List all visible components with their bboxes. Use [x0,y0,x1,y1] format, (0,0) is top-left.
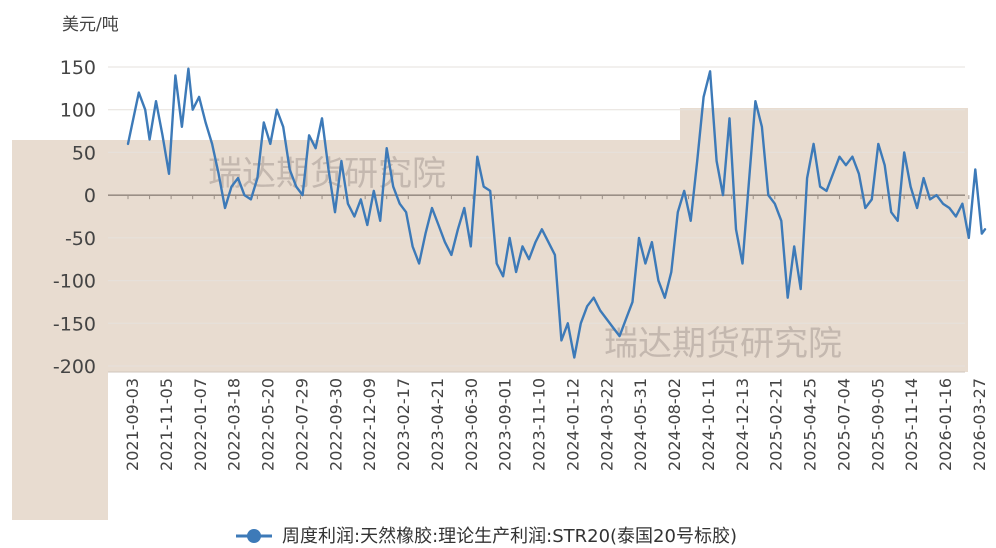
y-tick-label: 150 [60,57,96,79]
legend-label: 周度利润:天然橡胶:理论生产利润:STR20(泰国20号标胶) [282,526,737,547]
legend: 周度利润:天然橡胶:理论生产利润:STR20(泰国20号标胶) [236,526,737,547]
x-tick-label: 2024-08-02 [665,378,684,471]
x-tick-label: 2025-04-25 [801,378,820,471]
x-tick-label: 2024-03-22 [597,378,616,471]
y-tick-label: 50 [72,142,96,164]
x-tick-label: 2024-10-11 [699,378,718,471]
x-tick-label: 2024-05-31 [631,378,650,471]
x-tick-label: 2026-03-27 [970,378,989,471]
x-tick-label: 2025-02-21 [767,378,786,471]
y-axis-ticks: 150 100 50 0 -50 -100 -150 -200 [53,57,96,378]
series-line-str20-profit [126,67,987,359]
y-tick-label: -100 [53,271,96,293]
watermark-2: 瑞达期货研究院 [604,324,842,364]
x-tick-label: 2023-06-30 [462,378,481,471]
x-tick-label: 2025-07-04 [834,378,853,471]
y-tick-label: -200 [53,356,96,378]
x-tick-label: 2022-12-09 [360,378,379,471]
y-tick-label: -50 [65,228,96,250]
x-tick-label: 2023-04-21 [428,378,447,471]
x-tick-label: 2024-01-12 [563,378,582,471]
y-tick-label: -150 [53,313,96,335]
x-tick-label: 2025-09-05 [868,378,887,471]
y-axis-unit: 美元/吨 [62,15,119,35]
x-axis: 2021-09-03 2021-11-05 2022-01-07 2022-03-18… [108,371,989,471]
x-tick-label: 2021-11-05 [157,378,176,471]
x-tick-label: 2025-11-14 [902,378,921,471]
x-tick-label: 2026-01-16 [936,378,955,471]
legend-dot-icon [247,529,261,543]
x-tick-label: 2022-05-20 [259,378,278,471]
x-tick-label: 2023-11-10 [530,378,549,471]
x-tick-label: 2022-07-29 [292,378,311,471]
y-tick-label: 0 [84,185,96,207]
x-tick-label: 2022-01-07 [191,378,210,471]
plot-background [12,108,968,520]
x-tick-label: 2023-02-17 [394,378,413,471]
gridlines [108,66,970,367]
y-tick-label: 100 [60,100,96,122]
x-tick-label: 2024-12-13 [733,378,752,471]
x-tick-label: 2022-03-18 [225,378,244,471]
x-tick-label: 2023-09-01 [496,378,515,471]
x-tick-label: 2022-09-30 [326,378,345,471]
x-tick-label: 2021-09-03 [123,378,142,471]
